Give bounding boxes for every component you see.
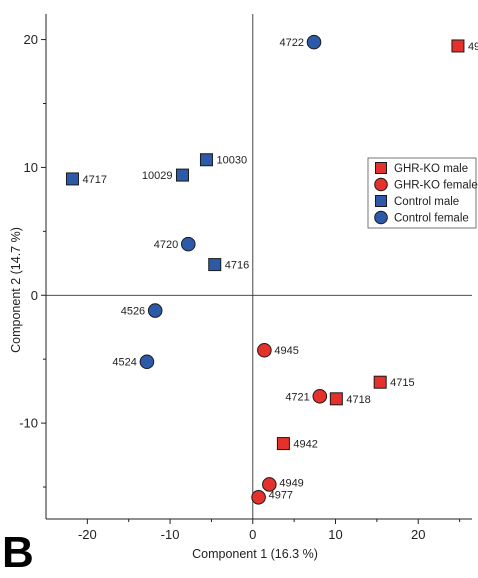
data-point — [312, 388, 328, 404]
point-label: 4526 — [121, 306, 145, 318]
data-point — [373, 375, 387, 389]
y-tick-label: 10 — [24, 160, 38, 175]
pca-scatter-chart: -20 -10 0 10 20 20 10 0 -10 4941 4715 4718 4942 4945… — [9, 14, 478, 561]
axis-ticks: -20 -10 0 10 20 20 10 0 -10 — [19, 32, 461, 542]
point-label: 4721 — [285, 391, 309, 403]
point-label: 10030 — [216, 155, 247, 167]
y-axis-title: Component 2 (14.7 %) — [9, 227, 23, 353]
point-label: 4524 — [112, 357, 136, 369]
data-point — [180, 236, 196, 252]
point-label: 10029 — [142, 170, 173, 182]
x-tick-label: 20 — [411, 527, 425, 542]
x-tick-label: -10 — [161, 527, 180, 542]
legend-label: GHR-KO female — [394, 180, 478, 192]
data-point — [65, 172, 79, 186]
data-point — [199, 153, 213, 167]
data-point — [208, 258, 222, 272]
data-point — [306, 34, 322, 50]
x-tick-label: 0 — [249, 527, 256, 542]
point-label: 4942 — [293, 439, 317, 451]
point-label: 4977 — [269, 489, 293, 501]
plot-frame — [45, 14, 472, 520]
data-point — [175, 168, 189, 182]
point-label: 4941 — [468, 41, 478, 53]
point-label: 4716 — [225, 260, 249, 272]
data-point — [262, 477, 277, 492]
legend-label: GHR-KO male — [394, 163, 468, 175]
x-axis-title: Component 1 (16.3 %) — [192, 547, 318, 561]
zero-lines — [46, 14, 472, 519]
y-tick-label: 0 — [31, 288, 38, 303]
data-point — [257, 342, 272, 358]
legend: GHR-KO male GHR-KO female Control male Cont… — [367, 157, 478, 229]
point-label: 4722 — [280, 37, 304, 49]
legend-label: Control female — [394, 213, 469, 225]
data-point — [329, 392, 343, 406]
y-tick-label: 20 — [24, 32, 38, 47]
x-tick-label: 10 — [328, 527, 342, 542]
point-label: 4715 — [390, 377, 414, 389]
point-label: 4949 — [279, 477, 303, 489]
data-point — [147, 303, 163, 318]
legend-marker — [375, 162, 387, 174]
legend-marker — [375, 195, 387, 207]
legend-label: Control male — [394, 196, 459, 208]
point-label: 4945 — [274, 345, 298, 357]
point-label: 4720 — [154, 239, 178, 251]
legend-marker — [374, 177, 388, 192]
data-point — [139, 354, 155, 370]
point-label: 4718 — [346, 394, 370, 406]
data-point — [451, 39, 465, 53]
y-tick-label: -10 — [19, 416, 38, 431]
data-point — [251, 489, 266, 505]
panel-letter: B — [2, 528, 34, 577]
point-label: 4717 — [82, 174, 106, 186]
x-tick-label: -20 — [78, 527, 97, 542]
data-point — [276, 437, 290, 451]
legend-marker — [374, 210, 388, 225]
